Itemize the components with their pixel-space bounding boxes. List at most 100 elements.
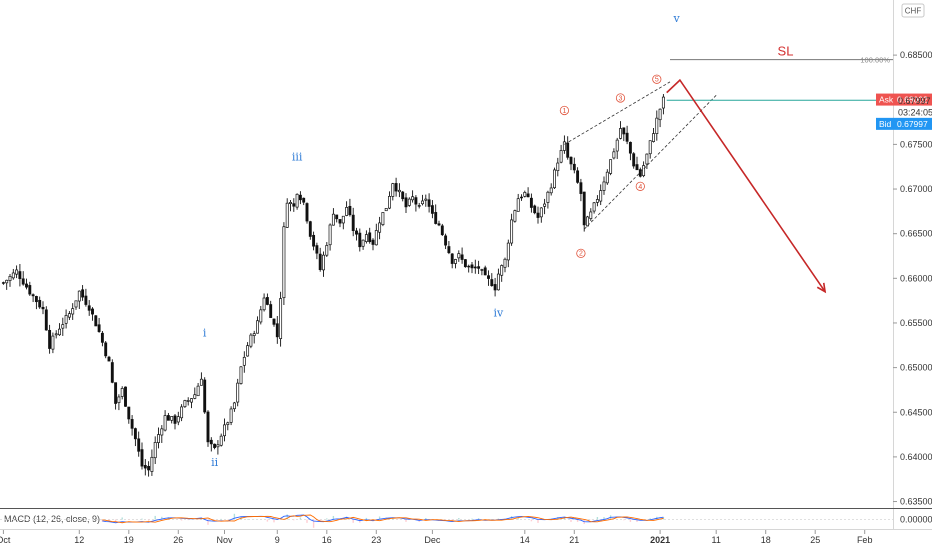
candle-body xyxy=(298,194,302,201)
candle-body xyxy=(348,205,352,216)
candle-body xyxy=(592,202,596,212)
candle-body xyxy=(586,216,589,227)
candle xyxy=(282,222,286,306)
candle xyxy=(315,242,319,260)
y-tick-label: 0.67500 xyxy=(900,139,932,149)
candle xyxy=(622,127,626,142)
candle xyxy=(381,212,385,227)
candle-body xyxy=(110,362,114,383)
candle xyxy=(249,333,253,349)
candle-body xyxy=(249,334,253,347)
candle-body xyxy=(437,223,441,226)
candle-body xyxy=(513,210,517,222)
candle-body xyxy=(196,385,200,397)
candle xyxy=(447,241,451,255)
candle-body xyxy=(628,141,632,154)
candle xyxy=(285,198,289,228)
y-tick-label: 0.65000 xyxy=(900,363,932,373)
candle-body xyxy=(576,170,580,183)
candle-body xyxy=(180,406,184,419)
candle xyxy=(64,309,68,329)
candle-body xyxy=(463,259,467,268)
candle-body xyxy=(407,198,411,206)
wave-label-iv: iv xyxy=(494,307,505,320)
candle-body xyxy=(239,366,243,384)
candle xyxy=(97,317,101,333)
candle xyxy=(430,200,434,219)
candle xyxy=(569,156,573,171)
candle xyxy=(203,377,207,414)
candle xyxy=(602,176,606,195)
candle xyxy=(256,316,259,334)
candle-body xyxy=(285,202,289,228)
candle-body xyxy=(569,156,573,165)
candle-body xyxy=(638,169,642,177)
currency-label: CHF xyxy=(905,7,922,16)
candle-body xyxy=(397,189,401,193)
candle-body xyxy=(536,212,540,218)
macd-pane[interactable]: MACD (12, 26, close, 9) 0.00000 xyxy=(0,513,932,528)
currency-badge[interactable] xyxy=(901,3,925,18)
candle xyxy=(632,152,636,169)
candle xyxy=(658,108,662,128)
candle-body xyxy=(31,294,35,297)
candlestick-series xyxy=(1,94,665,477)
candle xyxy=(15,265,19,279)
candle xyxy=(107,355,111,362)
candle-body xyxy=(615,139,619,152)
candle xyxy=(562,135,566,154)
candle-body xyxy=(457,253,461,259)
time-axis[interactable]: Oct 12 19 26 Nov 9 16 23 Dec 14 21 2021 11 18 25 Feb xyxy=(0,530,872,545)
candle xyxy=(625,125,629,145)
last-price-value: 0.67997 xyxy=(898,96,931,106)
candle-body xyxy=(411,196,415,201)
candle-body xyxy=(414,197,418,205)
candle xyxy=(176,411,180,426)
candle xyxy=(219,433,223,447)
candle-body xyxy=(467,265,471,268)
candle xyxy=(628,141,632,161)
candle xyxy=(638,167,642,178)
candle-body xyxy=(318,253,322,270)
candle-body xyxy=(226,422,230,425)
candle xyxy=(434,204,438,225)
price-axis[interactable]: 0.63500 0.64000 0.64500 0.65000 0.65500 0.660… xyxy=(893,50,932,507)
candle xyxy=(424,194,428,207)
candle xyxy=(457,250,461,262)
candle xyxy=(437,220,441,227)
candle xyxy=(5,279,9,290)
candle xyxy=(635,156,639,171)
candle-body xyxy=(381,212,385,226)
candle xyxy=(252,330,256,344)
sub-wave-label: 1 xyxy=(562,108,566,115)
candle-body xyxy=(150,456,154,472)
candle xyxy=(312,231,316,251)
candle-body xyxy=(41,306,45,310)
candle-body xyxy=(265,297,269,305)
sub-wave-circle xyxy=(559,105,570,116)
candle-body xyxy=(173,415,177,424)
candle-body xyxy=(252,333,256,336)
candle-body xyxy=(487,275,490,279)
candle xyxy=(213,443,217,450)
candle xyxy=(493,277,497,297)
candle xyxy=(157,427,160,449)
candle-body xyxy=(582,191,586,226)
candle xyxy=(246,342,250,357)
candle-body xyxy=(632,153,636,167)
candle xyxy=(467,264,471,273)
candle xyxy=(348,198,352,217)
candle-body xyxy=(609,159,613,174)
candle-body xyxy=(450,253,454,264)
y-tick-label: 0.65500 xyxy=(900,318,932,328)
candle xyxy=(137,431,141,457)
candle xyxy=(477,260,481,275)
candle-body xyxy=(325,245,329,256)
candle xyxy=(463,259,467,268)
x-tick-label: 12 xyxy=(74,535,84,545)
macd-signal-line xyxy=(102,514,664,524)
candle-body xyxy=(279,298,283,339)
candle xyxy=(559,144,563,164)
